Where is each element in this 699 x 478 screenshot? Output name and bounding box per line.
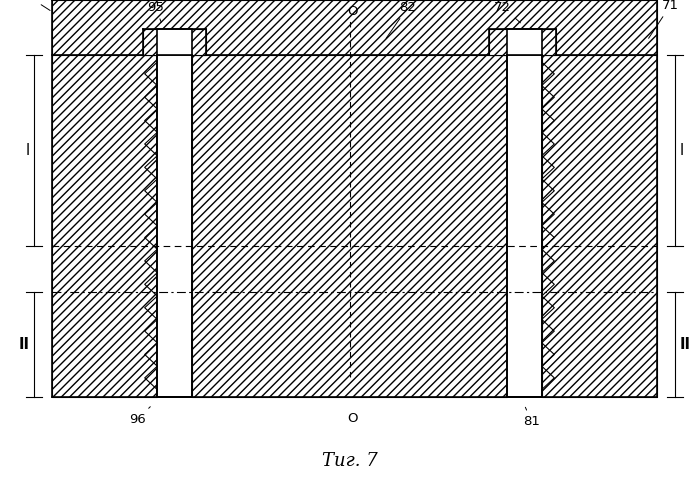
Text: O: O <box>347 5 358 18</box>
Bar <box>52 0 657 55</box>
Text: 81: 81 <box>524 407 540 428</box>
Bar <box>507 55 542 397</box>
Bar <box>192 55 507 397</box>
Text: II: II <box>680 337 691 352</box>
Text: 96: 96 <box>129 407 150 426</box>
Bar <box>143 29 206 55</box>
Text: 91~94: 91~94 <box>2 0 50 11</box>
Text: I: I <box>680 143 684 158</box>
Bar <box>157 29 192 55</box>
Bar <box>542 55 657 397</box>
Bar <box>157 55 192 397</box>
Text: 72: 72 <box>494 0 521 23</box>
Bar <box>507 29 542 55</box>
Text: II: II <box>18 337 29 352</box>
Text: Τиг. 7: Τиг. 7 <box>322 452 377 470</box>
Bar <box>52 55 157 397</box>
Text: O: O <box>347 412 358 425</box>
Text: I: I <box>25 143 29 158</box>
Text: 82: 82 <box>386 0 417 38</box>
Text: 71: 71 <box>649 0 679 38</box>
Bar <box>489 29 556 55</box>
Text: 95: 95 <box>147 0 164 22</box>
